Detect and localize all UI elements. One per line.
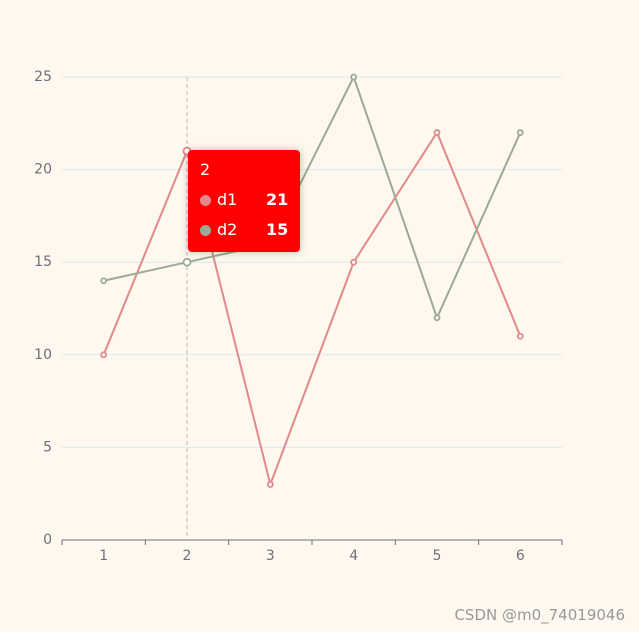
tooltip-value: 15 — [266, 220, 289, 239]
x-tick-label: 4 — [349, 548, 358, 564]
tooltip-dot — [200, 195, 211, 206]
tooltip-row: d1 21 — [200, 190, 295, 210]
data-point — [433, 129, 441, 136]
data-point — [433, 314, 441, 322]
data-point — [100, 277, 108, 285]
tooltip-series: d2 — [217, 220, 238, 239]
data-point — [516, 332, 524, 340]
series-line — [103, 74, 522, 321]
y-tick-label: 15 — [34, 254, 52, 270]
x-tick-label: 5 — [433, 548, 442, 564]
data-point — [100, 351, 108, 359]
x-tick-label: 1 — [99, 548, 108, 564]
watermark: CSDN @m0_74019046 — [454, 606, 625, 624]
y-tick-label: 20 — [34, 162, 52, 178]
tooltip-series: d1 — [217, 190, 238, 209]
tooltip-value: 21 — [266, 190, 289, 209]
y-tick-label: 10 — [34, 347, 52, 363]
tooltip: 2 d1 21 d2 15 — [188, 150, 300, 252]
data-point — [350, 73, 358, 81]
series-line — [102, 130, 522, 488]
data-point — [350, 258, 358, 266]
x-tick-label: 2 — [183, 548, 192, 564]
y-tick-label: 0 — [43, 532, 52, 548]
y-tick-label: 5 — [43, 439, 52, 455]
x-tick-label: 3 — [266, 548, 275, 564]
data-point — [516, 129, 524, 136]
tooltip-row: d2 15 — [200, 220, 295, 240]
tooltip-title: 2 — [200, 160, 211, 179]
tooltip-dot — [200, 225, 211, 236]
data-point — [182, 257, 192, 267]
y-tick-label: 25 — [34, 69, 52, 85]
x-tick-label: 6 — [516, 548, 525, 564]
data-point — [266, 481, 274, 488]
